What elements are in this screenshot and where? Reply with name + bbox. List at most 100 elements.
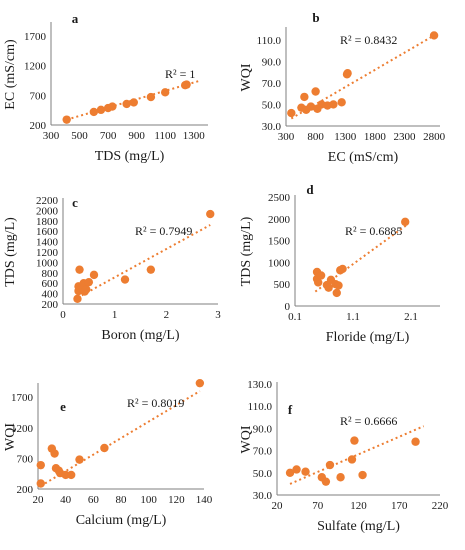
y-tick-label: 70.0: [253, 446, 273, 458]
x-tick-label: 0: [60, 309, 66, 321]
data-point: [160, 88, 170, 97]
y-tick-label: 50.0: [262, 99, 282, 111]
data-point: [73, 294, 82, 303]
x-tick-label: 900: [128, 130, 145, 142]
x-axis-label: Boron (mg/L): [101, 328, 179, 343]
data-point: [146, 92, 156, 102]
data-point: [195, 378, 205, 388]
data-point: [146, 265, 156, 274]
r-squared-label: R² = 0.8432: [340, 33, 397, 47]
y-tick-label: 500: [274, 279, 291, 291]
x-tick-label: 2800: [423, 131, 446, 143]
data-point: [36, 479, 45, 488]
r-squared-label: R² = 1: [165, 67, 195, 81]
y-tick-label: 1500: [268, 236, 291, 248]
x-axis-label: Floride (mg/L): [326, 330, 410, 345]
y-tick-label: 1000: [268, 257, 291, 269]
x-tick-label: 3: [215, 309, 221, 321]
y-axis-label: EC (mS/cm): [3, 39, 18, 110]
y-tick-label: 50.0: [253, 468, 273, 480]
x-tick-label: 300: [43, 130, 60, 142]
data-point: [89, 107, 99, 117]
y-tick-label: 2000: [36, 205, 59, 217]
x-tick-label: 1.1: [346, 311, 360, 323]
data-point: [314, 278, 323, 287]
data-point: [306, 102, 316, 111]
data-point: [343, 68, 352, 78]
y-axis-label: WQI: [239, 425, 254, 453]
trendline: [40, 390, 201, 487]
panel-letter: f: [288, 402, 293, 417]
data-point: [321, 477, 331, 486]
panel-e: 20 40 60 80 100 120 140 200 700 1200 1700 Calcium (…: [3, 378, 213, 528]
x-tick-label: 2.1: [404, 311, 418, 323]
data-point: [300, 92, 309, 102]
y-tick-label: 200: [42, 299, 59, 311]
data-point: [347, 455, 357, 464]
x-tick-label: 140: [196, 494, 213, 506]
panel-letter: e: [60, 399, 66, 414]
data-point: [301, 467, 310, 476]
data-point: [206, 209, 215, 219]
data-point: [338, 264, 347, 274]
data-point: [84, 277, 94, 287]
x-tick-label: 20: [33, 494, 45, 506]
x-tick-label: 2300: [393, 131, 416, 143]
y-tick-label: 70.0: [262, 78, 282, 90]
data-point: [292, 465, 301, 474]
y-tick-label: 1800: [36, 216, 59, 228]
y-tick-label: 1200: [11, 423, 34, 435]
y-tick-label: 1700: [24, 31, 47, 43]
data-point: [50, 449, 59, 458]
x-tick-label: 220: [432, 500, 449, 512]
data-point: [182, 80, 191, 89]
x-tick-label: 120: [350, 500, 367, 512]
y-tick-label: 1600: [36, 226, 59, 238]
y-tick-label: 30.0: [253, 490, 273, 502]
y-tick-label: 2200: [36, 195, 59, 207]
y-axis-label: TDS (mg/L): [3, 217, 18, 287]
y-axis-label: WQI: [3, 423, 18, 451]
data-point: [401, 217, 410, 227]
data-point: [411, 437, 420, 446]
data-point: [285, 468, 295, 477]
x-tick-label: 120: [168, 494, 185, 506]
r-squared-label: R² = 0.7949: [135, 224, 192, 238]
data-point: [329, 100, 338, 109]
y-tick-label: 400: [42, 289, 59, 301]
y-tick-label: 2000: [268, 214, 291, 226]
panel-letter: a: [72, 11, 79, 26]
y-axis-label: WQI: [239, 63, 254, 91]
y-tick-label: 600: [42, 278, 59, 290]
y-tick-label: 110.0: [257, 35, 282, 47]
trendline: [289, 425, 425, 485]
panel-c: 0 1 2 3 200400600800100012001400160018002000…: [3, 195, 221, 343]
y-tick-label: 0: [285, 301, 291, 313]
data-point: [108, 102, 117, 111]
x-tick-label: 1800: [364, 131, 387, 143]
data-point: [75, 265, 84, 274]
data-point: [337, 98, 346, 107]
y-tick-label: 110.0: [248, 401, 273, 413]
data-point: [67, 470, 76, 480]
y-tick-label: 1700: [11, 392, 34, 404]
y-tick-label: 30.0: [262, 121, 282, 133]
panel-b: 300 800 1300 1800 2300 2800 30.0 50.0 70.0 90.0 11…: [239, 10, 446, 165]
panel-a: 300 500 700 900 1100 1300 200 700 1200 1700 TDS (m…: [3, 11, 208, 164]
data-point: [324, 283, 333, 292]
x-tick-label: 0.1: [288, 311, 302, 323]
panel-d: 0.1 1.1 2.1 0 500 1000 1500 2000 2500 Floride (mg…: [239, 182, 440, 345]
y-tick-label: 200: [17, 484, 34, 496]
data-point: [311, 87, 320, 96]
data-point: [429, 31, 439, 40]
data-point: [62, 115, 71, 124]
x-axis-label: Sulfate (mg/L): [317, 519, 400, 534]
x-axis-label: Calcium (mg/L): [76, 513, 167, 528]
r-squared-label: R² = 0.8019: [127, 396, 184, 410]
panel-letter: b: [312, 10, 319, 25]
x-tick-label: 500: [71, 130, 88, 142]
data-point: [316, 271, 326, 280]
panel-f: 20 70 120 170 220 30.0 50.0 70.0 90.0 110.0 130.0 S…: [239, 379, 449, 534]
data-point: [89, 270, 99, 280]
